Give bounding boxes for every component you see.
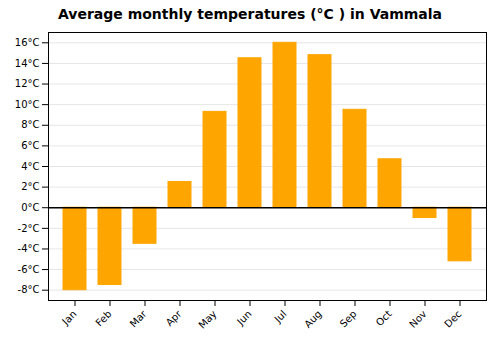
- svg-text:6°C: 6°C: [21, 140, 39, 151]
- svg-text:-8°C: -8°C: [18, 284, 40, 295]
- svg-text:Jan: Jan: [59, 308, 78, 327]
- svg-text:16°C: 16°C: [15, 37, 40, 48]
- svg-text:Jul: Jul: [272, 308, 289, 325]
- svg-text:Jun: Jun: [234, 308, 254, 328]
- svg-text:10°C: 10°C: [15, 99, 40, 110]
- svg-text:4°C: 4°C: [21, 161, 39, 172]
- svg-text:-2°C: -2°C: [18, 223, 40, 234]
- svg-text:8°C: 8°C: [21, 119, 39, 130]
- svg-text:Aug: Aug: [302, 308, 324, 330]
- html-text:Average monthly temperatures (: Average monthly temperatures (°C ) in Va…: [58, 6, 442, 22]
- svg-text:-4°C: -4°C: [18, 243, 40, 254]
- svg-text:12°C: 12°C: [15, 78, 40, 89]
- svg-text:Feb: Feb: [93, 308, 113, 328]
- svg-text:-6°C: -6°C: [18, 264, 40, 275]
- svg-text:0°C: 0°C: [21, 202, 39, 213]
- svg-text:Mar: Mar: [128, 308, 150, 330]
- svg-text:14°C: 14°C: [15, 58, 40, 69]
- svg-text:Oct: Oct: [374, 308, 394, 328]
- svg-text:Dec: Dec: [442, 308, 463, 329]
- svg-text:May: May: [196, 308, 218, 330]
- svg-text:Sep: Sep: [338, 308, 359, 329]
- svg-text:Apr: Apr: [164, 308, 185, 329]
- svg-text:2°C: 2°C: [21, 181, 39, 192]
- svg-text:Nov: Nov: [407, 308, 429, 330]
